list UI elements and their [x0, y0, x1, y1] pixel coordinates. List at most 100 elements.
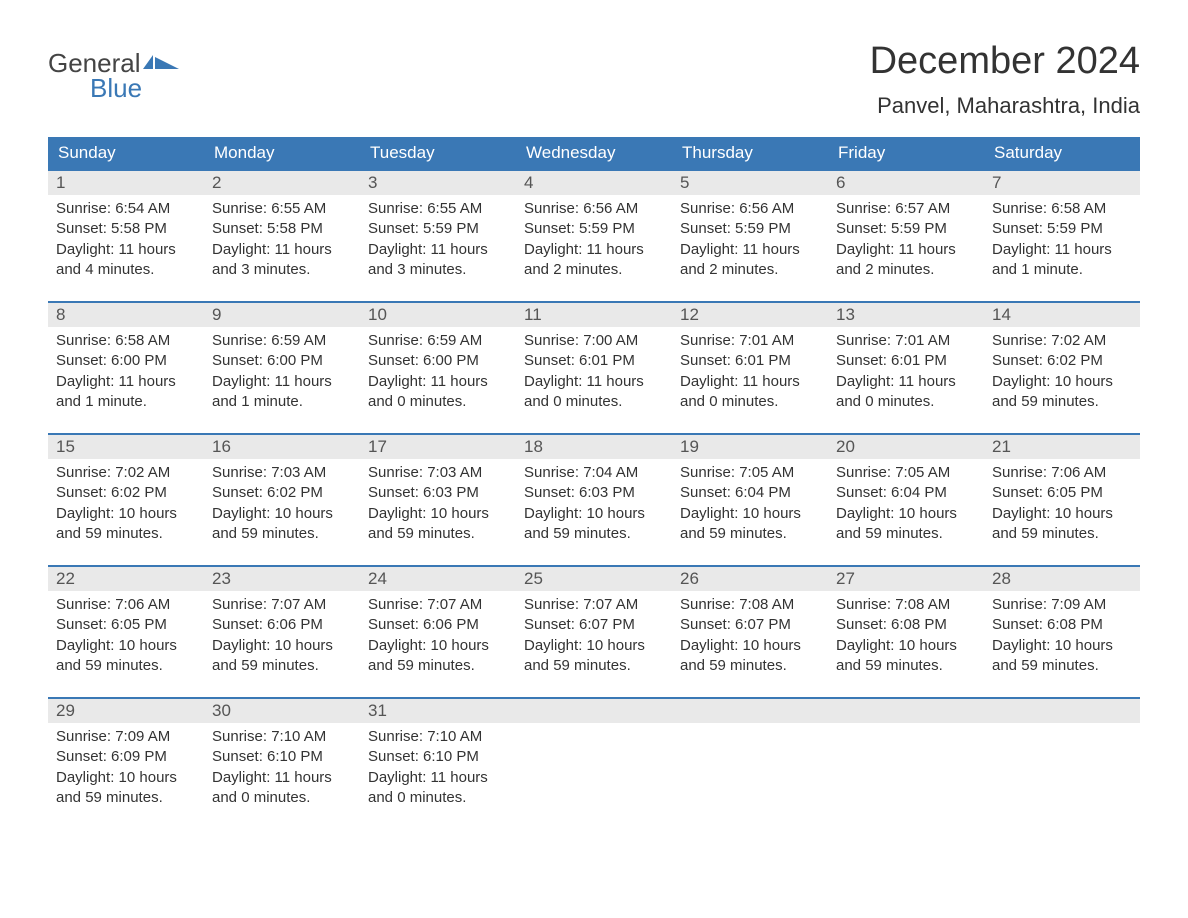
day-cell: 21Sunrise: 7:06 AMSunset: 6:05 PMDayligh…: [984, 435, 1140, 555]
day-cell: 5Sunrise: 6:56 AMSunset: 5:59 PMDaylight…: [672, 171, 828, 291]
day-body: Sunrise: 6:55 AMSunset: 5:58 PMDaylight:…: [204, 195, 360, 284]
daylight-text: Daylight: 11 hours and 1 minute.: [992, 240, 1132, 281]
day-body: Sunrise: 6:59 AMSunset: 6:00 PMDaylight:…: [204, 327, 360, 416]
day-cell: 25Sunrise: 7:07 AMSunset: 6:07 PMDayligh…: [516, 567, 672, 687]
day-cell: 7Sunrise: 6:58 AMSunset: 5:59 PMDaylight…: [984, 171, 1140, 291]
sunset-text: Sunset: 6:00 PM: [56, 351, 196, 371]
day-cell: 13Sunrise: 7:01 AMSunset: 6:01 PMDayligh…: [828, 303, 984, 423]
day-body: Sunrise: 7:10 AMSunset: 6:10 PMDaylight:…: [360, 723, 516, 812]
day-body: Sunrise: 6:58 AMSunset: 5:59 PMDaylight:…: [984, 195, 1140, 284]
sunset-text: Sunset: 5:59 PM: [836, 219, 976, 239]
weekday-header: Saturday: [984, 137, 1140, 169]
calendar: SundayMondayTuesdayWednesdayThursdayFrid…: [48, 137, 1140, 819]
day-cell: [672, 699, 828, 819]
day-number: 3: [360, 171, 516, 195]
sunrise-text: Sunrise: 7:06 AM: [992, 463, 1132, 483]
day-number: [984, 699, 1140, 723]
day-number: 26: [672, 567, 828, 591]
daylight-text: Daylight: 11 hours and 0 minutes.: [836, 372, 976, 413]
day-cell: 24Sunrise: 7:07 AMSunset: 6:06 PMDayligh…: [360, 567, 516, 687]
day-number: 8: [48, 303, 204, 327]
week-row: 8Sunrise: 6:58 AMSunset: 6:00 PMDaylight…: [48, 301, 1140, 423]
sunrise-text: Sunrise: 6:59 AM: [212, 331, 352, 351]
sunrise-text: Sunrise: 7:05 AM: [680, 463, 820, 483]
day-number: 21: [984, 435, 1140, 459]
day-cell: 15Sunrise: 7:02 AMSunset: 6:02 PMDayligh…: [48, 435, 204, 555]
day-body: Sunrise: 7:01 AMSunset: 6:01 PMDaylight:…: [672, 327, 828, 416]
day-number: 29: [48, 699, 204, 723]
weekday-header: Thursday: [672, 137, 828, 169]
day-number: [828, 699, 984, 723]
sunset-text: Sunset: 5:59 PM: [992, 219, 1132, 239]
day-number: 31: [360, 699, 516, 723]
day-body: Sunrise: 7:09 AMSunset: 6:08 PMDaylight:…: [984, 591, 1140, 680]
day-body: Sunrise: 7:07 AMSunset: 6:07 PMDaylight:…: [516, 591, 672, 680]
daylight-text: Daylight: 10 hours and 59 minutes.: [992, 636, 1132, 677]
weekday-header: Friday: [828, 137, 984, 169]
sunrise-text: Sunrise: 7:05 AM: [836, 463, 976, 483]
day-body: Sunrise: 7:09 AMSunset: 6:09 PMDaylight:…: [48, 723, 204, 812]
weekday-header: Sunday: [48, 137, 204, 169]
day-number: 24: [360, 567, 516, 591]
day-number: 2: [204, 171, 360, 195]
sunrise-text: Sunrise: 7:10 AM: [368, 727, 508, 747]
sunset-text: Sunset: 5:59 PM: [524, 219, 664, 239]
daylight-text: Daylight: 10 hours and 59 minutes.: [836, 504, 976, 545]
day-number: 10: [360, 303, 516, 327]
day-number: 19: [672, 435, 828, 459]
day-number: 23: [204, 567, 360, 591]
daylight-text: Daylight: 11 hours and 2 minutes.: [836, 240, 976, 281]
sunrise-text: Sunrise: 7:07 AM: [368, 595, 508, 615]
day-cell: 23Sunrise: 7:07 AMSunset: 6:06 PMDayligh…: [204, 567, 360, 687]
sunset-text: Sunset: 6:02 PM: [212, 483, 352, 503]
day-body: Sunrise: 7:07 AMSunset: 6:06 PMDaylight:…: [360, 591, 516, 680]
day-cell: 10Sunrise: 6:59 AMSunset: 6:00 PMDayligh…: [360, 303, 516, 423]
week-row: 1Sunrise: 6:54 AMSunset: 5:58 PMDaylight…: [48, 169, 1140, 291]
day-number: [672, 699, 828, 723]
day-cell: 14Sunrise: 7:02 AMSunset: 6:02 PMDayligh…: [984, 303, 1140, 423]
day-number: 6: [828, 171, 984, 195]
sunrise-text: Sunrise: 7:07 AM: [212, 595, 352, 615]
sunset-text: Sunset: 6:03 PM: [368, 483, 508, 503]
day-cell: 18Sunrise: 7:04 AMSunset: 6:03 PMDayligh…: [516, 435, 672, 555]
sunset-text: Sunset: 5:58 PM: [212, 219, 352, 239]
day-body: Sunrise: 7:05 AMSunset: 6:04 PMDaylight:…: [672, 459, 828, 548]
sunrise-text: Sunrise: 7:02 AM: [56, 463, 196, 483]
day-number: 14: [984, 303, 1140, 327]
day-cell: 30Sunrise: 7:10 AMSunset: 6:10 PMDayligh…: [204, 699, 360, 819]
sunset-text: Sunset: 6:03 PM: [524, 483, 664, 503]
sunset-text: Sunset: 6:09 PM: [56, 747, 196, 767]
daylight-text: Daylight: 10 hours and 59 minutes.: [368, 636, 508, 677]
header: General Blue December 2024 Panvel, Mahar…: [48, 40, 1140, 119]
sunset-text: Sunset: 5:58 PM: [56, 219, 196, 239]
location: Panvel, Maharashtra, India: [870, 93, 1140, 119]
title-block: December 2024 Panvel, Maharashtra, India: [870, 40, 1140, 119]
sunset-text: Sunset: 6:07 PM: [680, 615, 820, 635]
day-body: Sunrise: 7:05 AMSunset: 6:04 PMDaylight:…: [828, 459, 984, 548]
daylight-text: Daylight: 11 hours and 0 minutes.: [524, 372, 664, 413]
sunrise-text: Sunrise: 7:06 AM: [56, 595, 196, 615]
day-body: Sunrise: 7:03 AMSunset: 6:02 PMDaylight:…: [204, 459, 360, 548]
day-number: 25: [516, 567, 672, 591]
day-cell: 4Sunrise: 6:56 AMSunset: 5:59 PMDaylight…: [516, 171, 672, 291]
day-body: Sunrise: 7:07 AMSunset: 6:06 PMDaylight:…: [204, 591, 360, 680]
day-cell: 12Sunrise: 7:01 AMSunset: 6:01 PMDayligh…: [672, 303, 828, 423]
day-number: 1: [48, 171, 204, 195]
sunset-text: Sunset: 6:08 PM: [836, 615, 976, 635]
day-cell: 3Sunrise: 6:55 AMSunset: 5:59 PMDaylight…: [360, 171, 516, 291]
day-cell: 11Sunrise: 7:00 AMSunset: 6:01 PMDayligh…: [516, 303, 672, 423]
daylight-text: Daylight: 10 hours and 59 minutes.: [56, 504, 196, 545]
logo-text-blue: Blue: [90, 73, 142, 104]
daylight-text: Daylight: 10 hours and 59 minutes.: [992, 372, 1132, 413]
sunrise-text: Sunrise: 6:55 AM: [368, 199, 508, 219]
sunrise-text: Sunrise: 7:00 AM: [524, 331, 664, 351]
day-cell: 2Sunrise: 6:55 AMSunset: 5:58 PMDaylight…: [204, 171, 360, 291]
sunset-text: Sunset: 6:02 PM: [992, 351, 1132, 371]
weekday-header: Tuesday: [360, 137, 516, 169]
day-cell: 6Sunrise: 6:57 AMSunset: 5:59 PMDaylight…: [828, 171, 984, 291]
daylight-text: Daylight: 10 hours and 59 minutes.: [56, 636, 196, 677]
weekday-header: Wednesday: [516, 137, 672, 169]
sunrise-text: Sunrise: 7:09 AM: [56, 727, 196, 747]
daylight-text: Daylight: 11 hours and 2 minutes.: [524, 240, 664, 281]
sunset-text: Sunset: 6:07 PM: [524, 615, 664, 635]
